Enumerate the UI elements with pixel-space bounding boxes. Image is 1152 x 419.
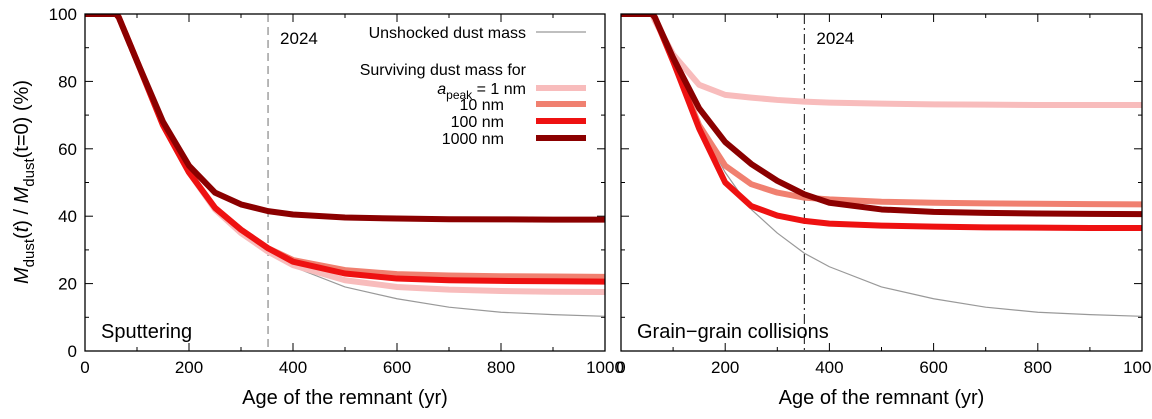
y-axis-label-part: ( [11, 232, 33, 239]
legend-label-10nm: 10 nm [460, 97, 504, 114]
legend-label-unshocked: Unshocked dust mass [369, 25, 526, 42]
year-marker-label: 2024 [280, 29, 318, 48]
x-tick-label: 1000 [1123, 358, 1152, 377]
y-axis-label-part: M [11, 186, 33, 203]
x-tick-label: 600 [383, 358, 411, 377]
y-tick-label: 100 [49, 5, 77, 24]
series-line-100-nm [621, 14, 1142, 231]
y-tick-label: 80 [58, 72, 77, 91]
x-axis-label: Age of the remnant (yr) [242, 387, 448, 409]
series-line-100-nm [85, 14, 605, 285]
y-axis-label-part: ) / [11, 203, 33, 226]
panel-2: 0 200 400 600 800 1000 2024 Grain−grain collisi… [616, 13, 1152, 409]
y-tick-label: 0 [68, 342, 77, 361]
x-axis-label: Age of the remnant (yr) [779, 387, 985, 409]
y-axis-label-part: dust [21, 238, 38, 267]
legend: Unshocked dust mass Surviving dust mass f… [360, 25, 586, 148]
series-line-unshocked-dust-mass [621, 14, 1142, 317]
y-axis-label-part: t [11, 225, 33, 232]
plot-frame [620, 13, 1143, 352]
x-tick-label: 400 [815, 358, 843, 377]
panel-1: 0 200 400 600 800 10000204060801002024Sputter… [49, 5, 624, 409]
plot-frame [84, 13, 606, 352]
y-axis-label-part: dust [21, 158, 38, 187]
series-line-1000-nm [85, 14, 605, 223]
y-axis-label-part: (t=0) (%) [11, 80, 33, 158]
x-tick-label: 1000 [586, 358, 624, 377]
year-marker-label: 2024 [816, 29, 854, 48]
x-tick-label: 800 [1024, 358, 1052, 377]
x-tick-label: 400 [279, 358, 307, 377]
x-tick-label: 800 [487, 358, 515, 377]
legend-label-1nm: apeak = 1 nm [437, 81, 526, 102]
y-tick-label: 60 [58, 140, 77, 159]
legend-label-1000nm: 1000 nm [442, 131, 504, 148]
x-tick-label: 200 [175, 358, 203, 377]
series-line-1-nm [621, 14, 1142, 108]
y-axis-label: Mdust(t) / Mdust(t=0) (%) [11, 80, 38, 284]
series-group [85, 14, 605, 317]
y-tick-label: 20 [58, 275, 77, 294]
legend-apeak-symbol: a [437, 81, 446, 98]
x-tick-label: 0 [616, 358, 625, 377]
series-line-1000-nm [621, 14, 1142, 218]
series-line-10-nm [85, 14, 605, 280]
y-tick-label: 40 [58, 207, 77, 226]
panel-label: Grain−grain collisions [637, 321, 829, 343]
legend-header-surviving: Surviving dust mass for [360, 62, 527, 79]
legend-apeak-subscript: peak [446, 88, 473, 102]
x-tick-label: 600 [919, 358, 947, 377]
series-group [621, 14, 1142, 317]
x-tick-label: 0 [80, 358, 89, 377]
series-line-1-nm [85, 14, 605, 296]
panel-label: Sputtering [101, 321, 192, 343]
y-axis-label-part: M [11, 267, 33, 284]
legend-label-100nm: 100 nm [451, 114, 504, 131]
x-tick-label: 200 [711, 358, 739, 377]
legend-apeak-suffix: = 1 nm [472, 81, 526, 98]
